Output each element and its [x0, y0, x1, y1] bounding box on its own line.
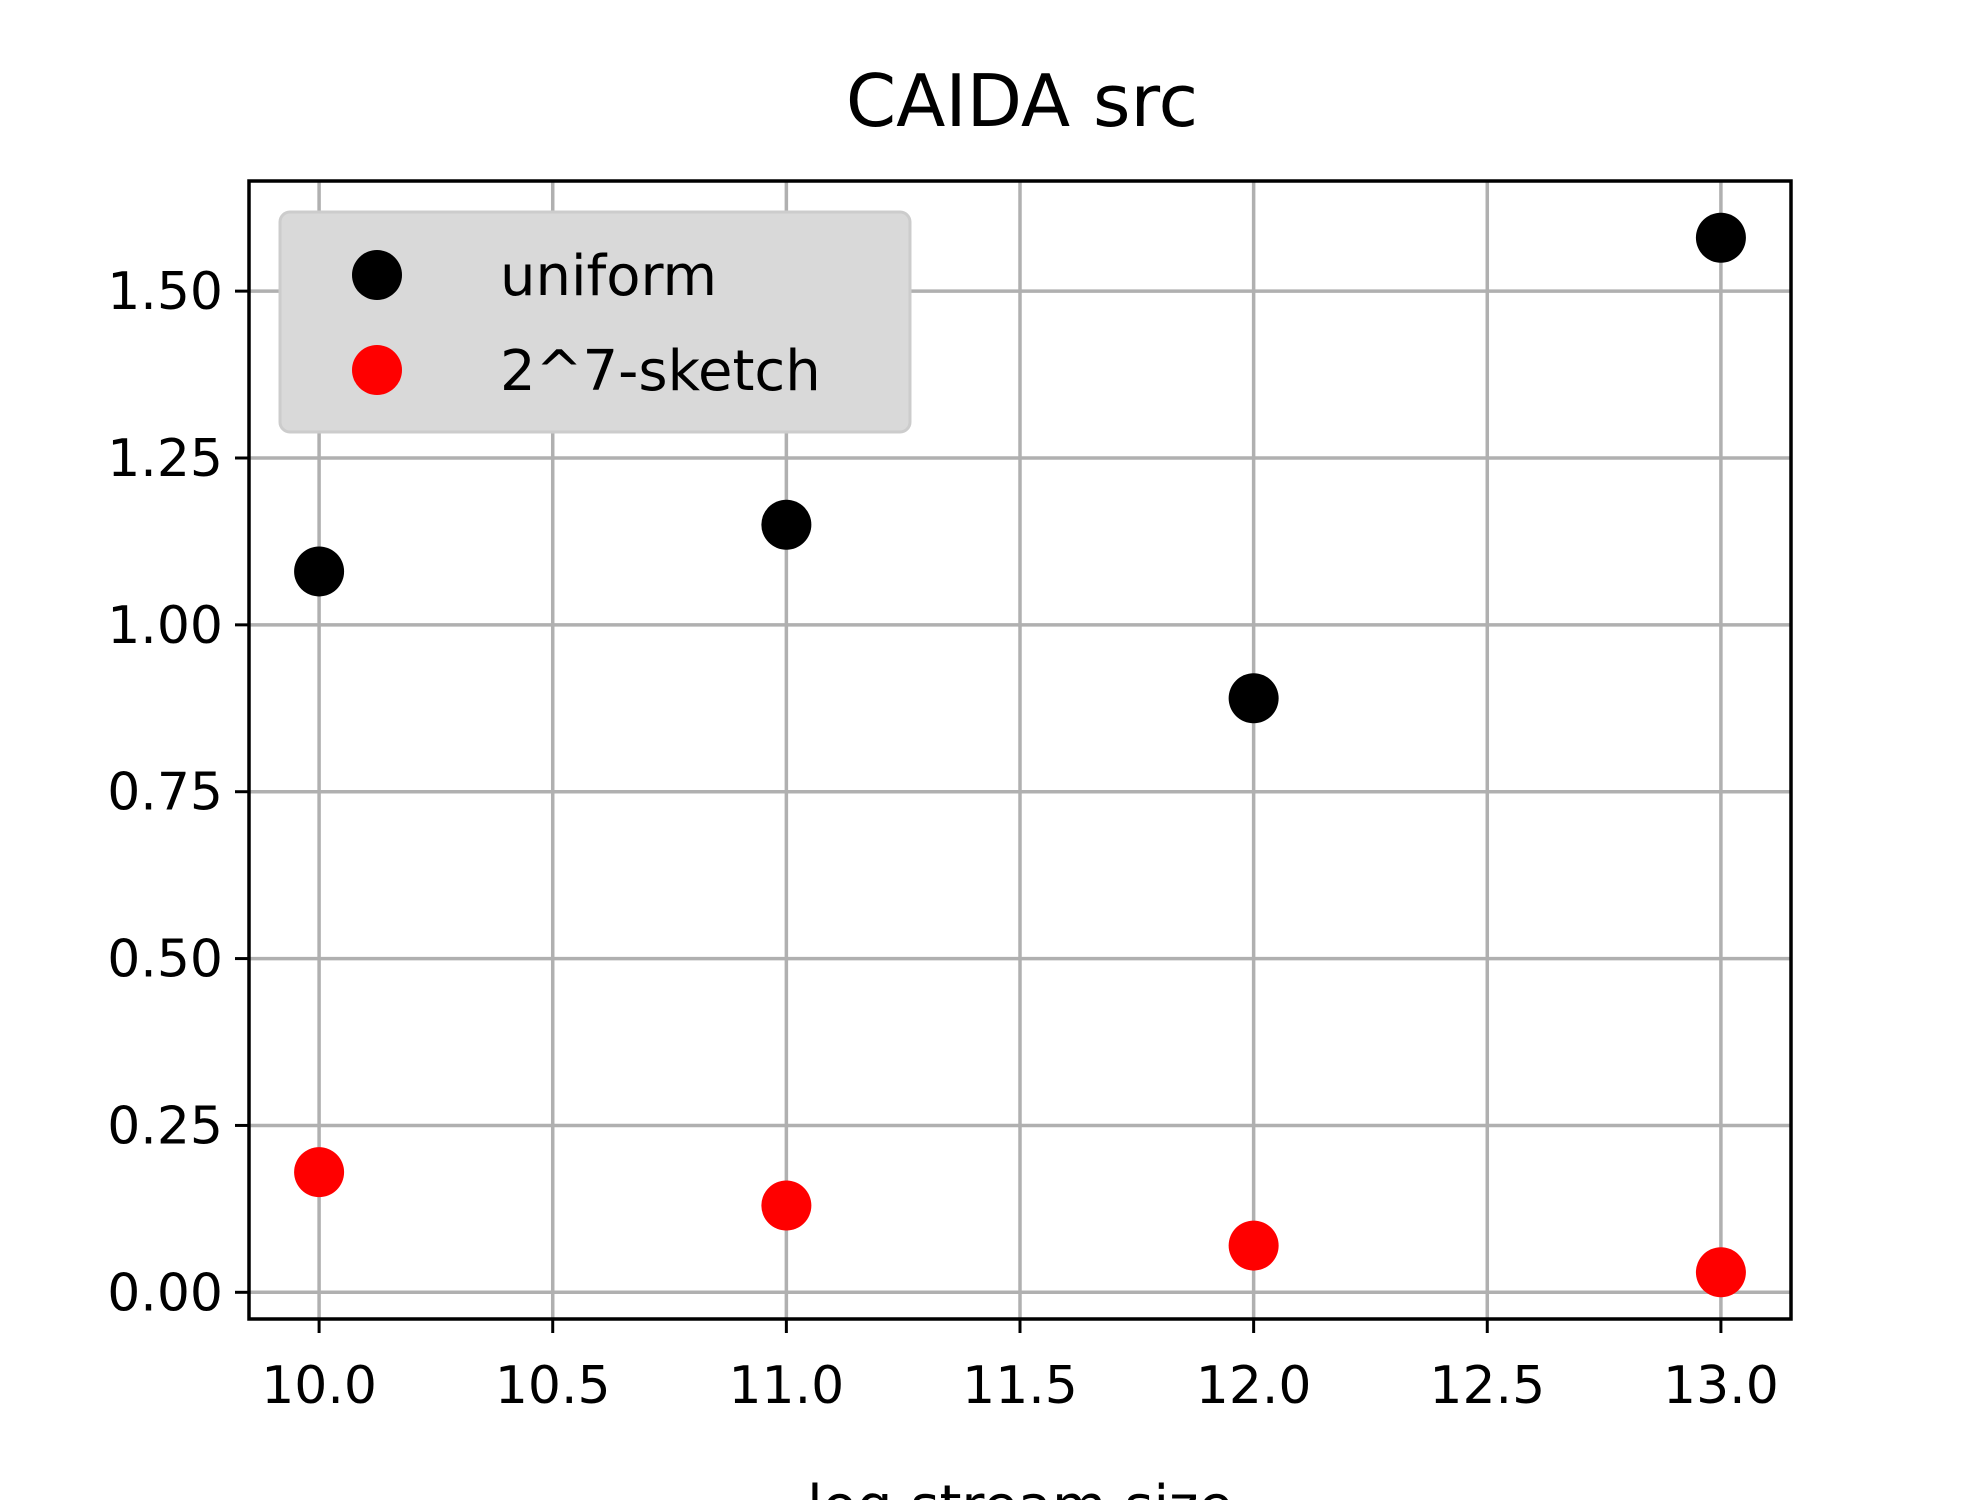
grid-lines: [249, 181, 1791, 1319]
x-tick-label: 11.0: [728, 1356, 844, 1416]
data-point-sketch: [1228, 1220, 1279, 1271]
x-tick-label: 10.0: [261, 1356, 377, 1416]
data-point-uniform: [294, 546, 345, 597]
data-points: [294, 212, 1746, 1298]
data-point-sketch: [761, 1180, 812, 1231]
data-point-sketch: [294, 1147, 345, 1198]
y-tick-label: 0.25: [107, 1096, 223, 1156]
legend-label: 2^7-sketch: [500, 339, 821, 404]
chart-title: CAIDA src: [846, 59, 1198, 143]
x-tick-label: 12.0: [1196, 1356, 1312, 1416]
data-point-sketch: [1695, 1247, 1746, 1298]
data-point-uniform: [1228, 673, 1279, 724]
legend-label: uniform: [500, 244, 717, 309]
x-axis-label: log stream size: [807, 1474, 1233, 1500]
x-tick-label: 10.5: [495, 1356, 611, 1416]
axis-ticks: 10.0 10.5 11.0 11.5 12.0 12.5 13.0 0.00 0.25 0.50…: [107, 262, 1779, 1416]
x-tick-label: 11.5: [962, 1356, 1078, 1416]
y-tick-label: 0.00: [107, 1263, 223, 1323]
y-tick-label: 1.50: [107, 262, 223, 322]
y-tick-label: 1.00: [107, 596, 223, 656]
data-point-uniform: [761, 499, 812, 550]
legend-marker: [352, 250, 402, 300]
data-point-uniform: [1695, 212, 1746, 263]
y-tick-label: 0.50: [107, 930, 223, 990]
x-tick-label: 12.5: [1429, 1356, 1545, 1416]
plot-frame: [247, 179, 1793, 1321]
x-tick-label: 13.0: [1663, 1356, 1779, 1416]
legend-marker: [352, 345, 402, 395]
y-tick-label: 1.25: [107, 429, 223, 489]
legend-box: [278, 210, 912, 434]
legend: uniform 2^7-sketch: [278, 210, 912, 434]
y-tick-label: 0.75: [107, 763, 223, 823]
